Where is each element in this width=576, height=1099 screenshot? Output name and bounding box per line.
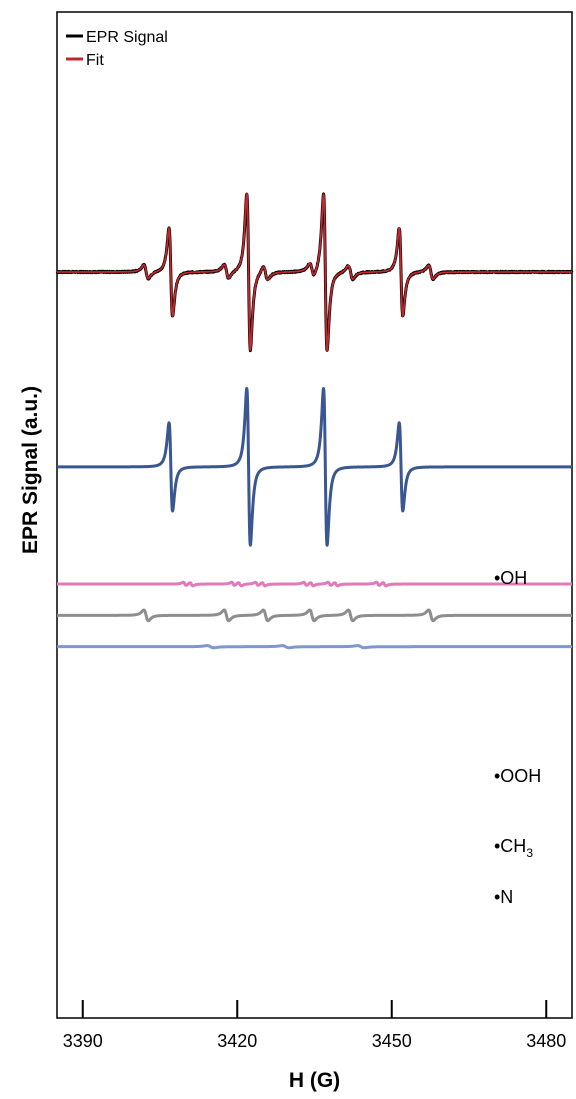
y-axis-label: EPR Signal (a.u.) [19,386,42,554]
x-tick-label: 3480 [526,1031,566,1051]
series-line-fit [56,192,573,352]
x-tick-label: 3450 [372,1031,412,1051]
spectrum-traces [55,192,574,650]
x-axis-ticks: 3390 3420 3450 3480 [63,1000,566,1051]
series-line-n [55,644,574,650]
component-labels: •OH •OOH •CH3 •N [494,568,541,907]
legend: EPR Signal Fit [66,29,168,69]
plot-frame [56,11,573,1019]
x-axis-label: H (G) [289,1069,340,1092]
legend-label-fit: Fit [86,52,104,69]
component-label-ch3: •CH3 [494,836,533,860]
component-label-ooh: •OOH [494,766,541,786]
legend-label-epr-signal: EPR Signal [86,29,168,46]
series-line-ooh [55,580,574,588]
x-tick-label: 3420 [217,1031,257,1051]
component-label-n: •N [494,887,513,907]
x-tick-label: 3390 [63,1031,103,1051]
series-line-oh [55,387,574,547]
component-label-oh: •OH [494,568,527,588]
plot-area: 3390 3420 3450 3480 •OH •OOH •CH3 •N [55,11,574,1051]
series-line-ch3 [55,608,574,623]
